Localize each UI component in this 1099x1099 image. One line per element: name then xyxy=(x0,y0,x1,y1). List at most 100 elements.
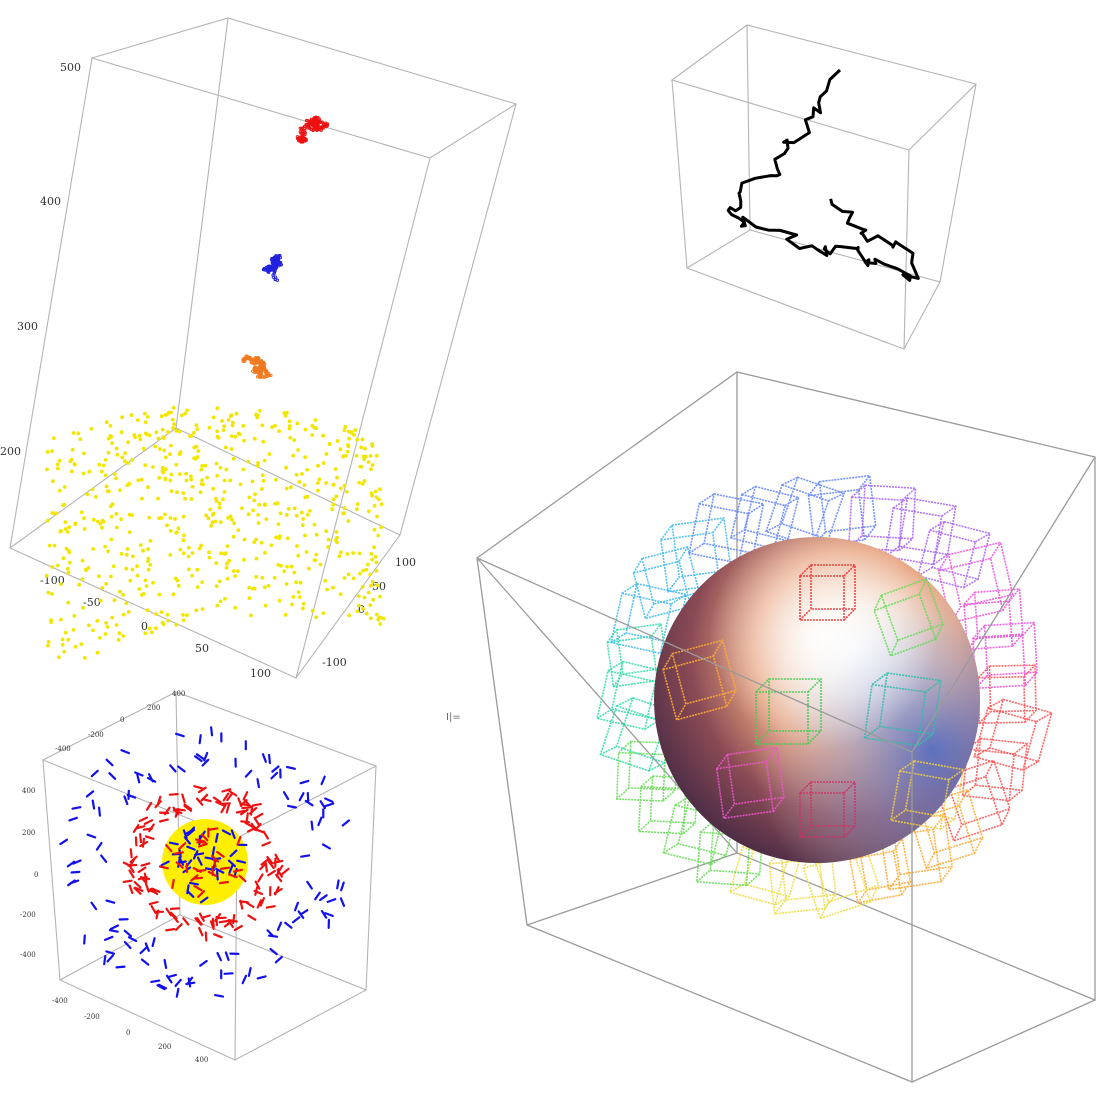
dome-point xyxy=(314,615,319,620)
dome-point xyxy=(186,554,191,559)
dome-point xyxy=(105,625,110,629)
dome-point xyxy=(369,583,373,588)
shell-mark xyxy=(300,854,311,858)
shell-mark xyxy=(236,859,247,864)
dome-point xyxy=(100,518,105,523)
shell-mark xyxy=(233,924,243,932)
dome-point xyxy=(171,405,176,410)
shell-mark xyxy=(268,934,279,938)
dome-point xyxy=(118,488,122,493)
dome-point xyxy=(57,655,61,660)
dome-point xyxy=(218,599,223,604)
shell-mark xyxy=(281,867,290,876)
dome-point xyxy=(106,450,111,455)
dome-point xyxy=(129,413,134,417)
dome-point xyxy=(70,469,74,474)
dome-point xyxy=(200,607,205,611)
dome-point xyxy=(171,592,176,597)
cube-wireframe xyxy=(910,788,984,870)
shell-mark xyxy=(297,910,305,920)
dome-point xyxy=(343,424,348,429)
dome-point xyxy=(227,558,232,563)
cube-edges xyxy=(972,621,1038,690)
dome-point xyxy=(64,546,69,551)
dome-point xyxy=(50,449,54,453)
dome-point xyxy=(370,580,375,584)
dome-point xyxy=(168,528,173,533)
dome-point xyxy=(232,521,237,526)
shell-mark xyxy=(228,873,238,879)
shell-mark xyxy=(177,765,186,773)
dome-point xyxy=(247,596,252,600)
dome-point xyxy=(314,426,319,431)
dome-point xyxy=(154,430,159,435)
dome-point xyxy=(91,517,96,522)
shell-mark xyxy=(198,734,202,745)
dome-point xyxy=(338,486,343,491)
shell-mark xyxy=(266,855,274,865)
dome-point xyxy=(259,540,264,545)
bounding-box xyxy=(41,691,378,1061)
dome-point xyxy=(226,516,231,520)
shell-mark xyxy=(105,899,116,904)
dome-point xyxy=(345,552,350,556)
dome-point xyxy=(124,552,129,557)
dome-point xyxy=(242,557,246,562)
dome-point xyxy=(215,473,220,478)
dome-point xyxy=(310,608,315,613)
dome-point xyxy=(66,566,70,571)
dome-point xyxy=(87,623,91,628)
shell-mark xyxy=(174,923,183,932)
y-tick-label: -100 xyxy=(322,656,347,669)
shell-mark xyxy=(140,862,151,867)
dome-point xyxy=(70,447,75,452)
dome-point xyxy=(372,545,376,550)
shell-mark xyxy=(267,860,275,870)
dome-point xyxy=(133,435,138,440)
cube-edges xyxy=(873,577,944,657)
dome-point xyxy=(104,621,109,625)
dome-point xyxy=(321,611,326,615)
dome-point xyxy=(182,533,186,538)
shell-mark xyxy=(220,804,227,814)
shell-mark xyxy=(239,808,249,816)
dome-point xyxy=(346,572,351,577)
shell-mark xyxy=(175,732,185,738)
shell-mark xyxy=(150,979,161,984)
dome-point xyxy=(130,567,135,572)
yellow-sphere xyxy=(162,819,248,905)
dome-point xyxy=(184,471,189,476)
dome-point xyxy=(143,578,148,583)
cube-edges xyxy=(662,639,738,721)
dome-point xyxy=(356,603,361,608)
dome-point xyxy=(95,650,100,655)
dome-point xyxy=(236,569,240,573)
dome-point xyxy=(214,584,219,588)
dome-point xyxy=(355,437,360,442)
cube-edges xyxy=(695,819,765,887)
dome-point xyxy=(154,612,159,616)
shell-mark xyxy=(306,880,313,890)
dome-point xyxy=(274,535,278,540)
dome-point xyxy=(288,435,293,440)
bounding-box-front xyxy=(476,456,1096,1083)
dome-point xyxy=(379,502,384,507)
dome-point xyxy=(146,567,151,572)
shell-mark xyxy=(148,900,159,906)
dome-point xyxy=(247,495,252,500)
dome-point xyxy=(141,446,146,451)
dome-point xyxy=(200,478,205,483)
shell-mark xyxy=(256,778,260,789)
top-ticks: 400 200 0 -200 -400 xyxy=(55,690,185,753)
dome-point xyxy=(241,423,246,428)
dome-point xyxy=(256,513,261,517)
tick-label: -400 xyxy=(55,745,71,753)
dome-point xyxy=(355,609,360,614)
dome-point xyxy=(246,459,251,464)
cluster-point xyxy=(267,372,271,376)
tick-label: -400 xyxy=(52,997,68,1005)
dome-point xyxy=(86,566,91,570)
dome-point xyxy=(260,575,265,580)
dome-point xyxy=(231,534,236,539)
cube-edges xyxy=(884,497,957,566)
